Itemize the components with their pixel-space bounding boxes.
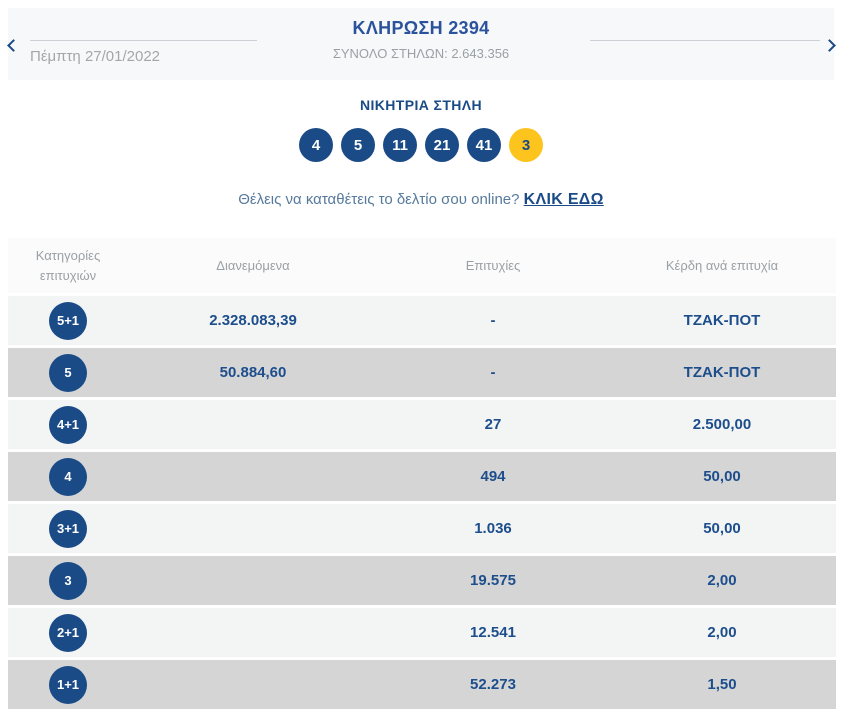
winners-count: -: [490, 364, 496, 381]
winners-count: 27: [484, 416, 502, 433]
prize-row: 2+1 12.541 2,00: [8, 608, 836, 657]
prize-per-winner: 50,00: [703, 468, 741, 485]
winners-count: 494: [480, 468, 506, 485]
column-header-categories: Κατηγορίες επιτυχιών: [35, 248, 101, 283]
winning-number-ball: 21: [425, 128, 459, 162]
winning-number-ball: 5: [341, 128, 375, 162]
prize-row: 4+1 27 2.500,00: [8, 400, 836, 449]
draw-heading: ΚΛΗΡΩΣΗ 2394 ΣΥΝΟΛΟ ΣΤΗΛΩΝ: 2.643.356: [333, 18, 509, 61]
winners-count: 12.541: [470, 624, 516, 641]
distributed-amount: 50.884,60: [219, 364, 287, 381]
chevron-right-icon: [823, 39, 836, 52]
divider-line-right: [590, 40, 820, 41]
winning-number-ball: 11: [383, 128, 417, 162]
online-cta-text: Θέλεις να καταθέτεις το δελτίο σου onlin…: [238, 191, 520, 208]
prizes-table: Κατηγορίες επιτυχιών Διανεμόμενα Επιτυχί…: [8, 238, 836, 709]
next-draw-button[interactable]: [821, 38, 837, 54]
prize-row: 3 19.575 2,00: [8, 556, 836, 605]
click-here-link[interactable]: ΚΛΙΚ ΕΔΩ: [523, 191, 604, 208]
column-header-winners: Επιτυχίες: [465, 257, 521, 273]
draw-title: ΚΛΗΡΩΣΗ 2394: [352, 18, 490, 38]
joker-number-ball: 3: [509, 128, 543, 162]
winners-count: 19.575: [470, 572, 516, 589]
winning-number-ball: 41: [467, 128, 501, 162]
distributed-amount: 2.328.083,39: [209, 312, 297, 329]
online-cta: Θέλεις να καταθέτεις το δελτίο σου onlin…: [0, 191, 842, 209]
total-columns-label: ΣΥΝΟΛΟ ΣΤΗΛΩΝ: 2.643.356: [332, 46, 510, 61]
prize-row: 4 494 50,00: [8, 452, 836, 501]
chevron-left-icon: [7, 39, 20, 52]
prize-per-winner: 2,00: [707, 624, 737, 641]
column-header-distributed: Διανεμόμενα: [216, 257, 290, 273]
draw-navigation-bar: Πέμπτη 27/01/2022 ΚΛΗΡΩΣΗ 2394 ΣΥΝΟΛΟ ΣΤ…: [5, 8, 837, 80]
category-ball: 1+1: [49, 665, 87, 704]
prize-per-winner: 2.500,00: [692, 416, 752, 433]
prizes-table-header: Κατηγορίες επιτυχιών Διανεμόμενα Επιτυχί…: [8, 238, 836, 293]
previous-draw-button[interactable]: [5, 38, 21, 54]
prize-per-winner: ΤΖΑΚ-ΠΟΤ: [683, 312, 761, 329]
prize-per-winner: ΤΖΑΚ-ΠΟΤ: [683, 364, 761, 381]
prize-row: 3+1 1.036 50,00: [8, 504, 836, 553]
prize-row: 5+1 2.328.083,39 - ΤΖΑΚ-ΠΟΤ: [8, 296, 836, 345]
winners-count: -: [490, 312, 496, 329]
category-ball: 5: [49, 353, 87, 392]
category-ball: 4+1: [49, 405, 87, 444]
column-header-prize: Κέρδη ανά επιτυχία: [665, 257, 779, 273]
winning-column-title: ΝΙΚΗΤΡΙΑ ΣΤΗΛΗ: [359, 97, 483, 113]
category-ball: 4: [49, 457, 87, 496]
prize-per-winner: 50,00: [703, 520, 741, 537]
prize-per-winner: 1,50: [707, 676, 737, 693]
winners-count: 1.036: [474, 520, 512, 537]
category-ball: 5+1: [49, 301, 87, 340]
category-ball: 2+1: [49, 613, 87, 652]
divider-line-left: [30, 40, 257, 41]
winning-number-ball: 4: [299, 128, 333, 162]
prize-row: 1+1 52.273 1,50: [8, 660, 836, 709]
category-ball: 3: [49, 561, 87, 600]
draw-date: Πέμπτη 27/01/2022: [30, 48, 161, 65]
winning-numbers: 4 5 11 21 41 3: [0, 128, 842, 162]
category-ball: 3+1: [49, 509, 87, 548]
winners-count: 52.273: [470, 676, 516, 693]
prize-row: 5 50.884,60 - ΤΖΑΚ-ΠΟΤ: [8, 348, 836, 397]
prize-per-winner: 2,00: [707, 572, 737, 589]
